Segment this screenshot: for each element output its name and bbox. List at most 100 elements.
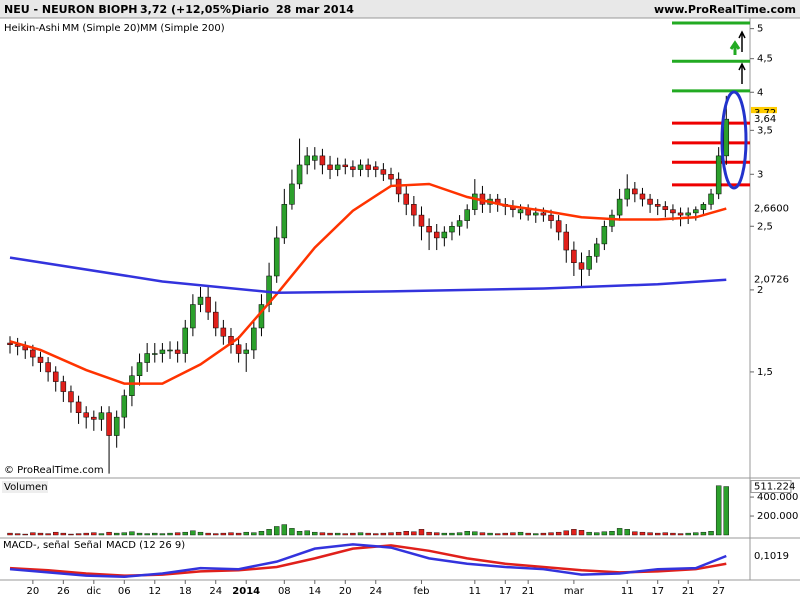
volume-bar — [578, 530, 585, 536]
candle-body — [388, 174, 394, 180]
volume-bar — [380, 532, 387, 536]
up-arrow — [729, 40, 741, 55]
candle-body — [30, 349, 36, 358]
volume-bar — [533, 533, 539, 536]
y-tick-label: 400.000 — [757, 492, 798, 503]
candle-body — [647, 198, 653, 205]
panel-title: Volumen — [4, 482, 48, 493]
candle-body — [601, 226, 608, 245]
volume-bar — [479, 532, 486, 536]
y-tick-label: 3,5 — [757, 125, 773, 136]
legend-item: MM (Simple 20) — [62, 23, 140, 34]
y-tick-label: 2 — [757, 285, 763, 296]
candle-body — [654, 204, 661, 207]
volume-bar — [456, 532, 463, 536]
candle-body — [243, 349, 249, 354]
candle-body — [693, 209, 699, 214]
x-tick-label: feb — [413, 586, 429, 597]
x-tick-label: 21 — [682, 586, 695, 597]
volume-bar — [304, 530, 310, 536]
volume-bar — [357, 532, 364, 536]
volume-bar — [434, 532, 440, 536]
candle-body — [174, 349, 181, 354]
copyright: © ProRealTime.com — [4, 465, 104, 476]
candle-body — [670, 209, 676, 214]
volume-bar — [555, 531, 562, 536]
candle-body — [533, 212, 539, 216]
volume-bar — [647, 532, 653, 536]
volume-bar — [121, 532, 128, 536]
volume-bar — [715, 485, 722, 536]
candle-body — [403, 193, 409, 205]
volume-bar — [159, 533, 166, 536]
volume-bar — [14, 533, 21, 536]
volume-bar — [517, 531, 524, 536]
price-label-box — [751, 202, 777, 215]
candle-body — [212, 311, 219, 329]
volume-bar — [266, 529, 272, 536]
candle-body — [441, 231, 448, 239]
volume-bar — [677, 533, 684, 536]
volume-bar — [213, 533, 219, 536]
quote: 3,72 (+12,05%) — [140, 3, 236, 16]
y-tick-label: 5 — [757, 24, 763, 35]
candle-body — [433, 231, 440, 239]
volume-bar — [571, 529, 577, 536]
volume-bar — [68, 533, 74, 536]
volume-bar — [205, 532, 211, 536]
volume-bar — [7, 532, 13, 536]
x-tick-label: 24 — [369, 586, 382, 597]
price-label: 2,0726 — [754, 275, 789, 286]
volume-bar — [426, 531, 432, 536]
candle-body — [593, 243, 600, 257]
candle-body — [159, 349, 166, 354]
volume-bar — [693, 532, 699, 536]
volume-bar — [540, 532, 547, 536]
y-tick-label: 2,5 — [757, 221, 773, 232]
x-tick-label: 08 — [278, 586, 291, 597]
line-series — [9, 182, 727, 385]
volume-bar — [418, 529, 425, 536]
volume-bar — [37, 532, 44, 536]
volume-bar — [723, 486, 729, 536]
legend-item: MACD (12 26 9) — [106, 540, 185, 551]
volume-bar — [662, 532, 669, 536]
volume-bar — [464, 531, 470, 536]
candle-body — [578, 262, 585, 270]
candle-body — [624, 188, 630, 200]
volume-bar — [441, 532, 448, 536]
x-tick-label: 26 — [57, 586, 70, 597]
candle-body — [327, 164, 333, 170]
candle-body — [129, 375, 135, 396]
panel-title-box — [2, 481, 48, 493]
volume-bar — [251, 532, 257, 536]
annotations — [720, 30, 748, 190]
y-tick-label: 1,5 — [757, 367, 773, 378]
volume-bar — [334, 532, 341, 536]
volume-bar — [395, 531, 402, 536]
header-bar — [0, 0, 800, 18]
candle-body — [98, 412, 105, 420]
candle-body — [708, 193, 714, 205]
volume-bar — [243, 531, 249, 536]
value-label-box — [750, 480, 792, 494]
x-tick-label: 12 — [148, 586, 161, 597]
x-tick-label: 06 — [118, 586, 131, 597]
y-tick-label: 200.000 — [757, 511, 798, 522]
candle-body — [411, 204, 417, 216]
volume-bar — [487, 532, 493, 536]
volume-bar — [586, 531, 592, 536]
candle-body — [639, 193, 646, 200]
volume-bar — [190, 530, 196, 536]
legend-item: Heikin-Ashi — [4, 23, 60, 34]
candle-body — [632, 188, 638, 195]
volume-bar — [616, 528, 623, 536]
volume-bar — [700, 531, 707, 536]
volume-bar — [563, 530, 569, 536]
candle-body — [472, 193, 478, 210]
candle-body — [334, 164, 341, 170]
candle-body — [91, 416, 97, 420]
candle-body — [365, 164, 371, 170]
x-tick-label: 20 — [26, 586, 39, 597]
x-tick-label: 20 — [339, 586, 352, 597]
